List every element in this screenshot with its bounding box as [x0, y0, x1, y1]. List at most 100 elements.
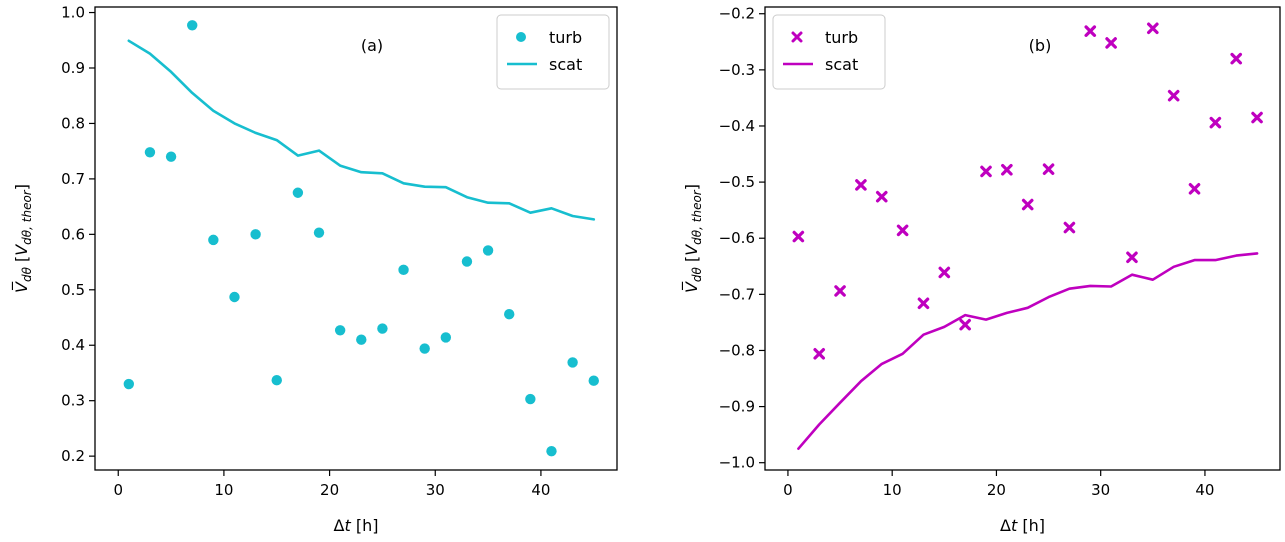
legend-entry-label: scat	[825, 55, 858, 74]
plot-frame	[94, 6, 618, 471]
y-tick-label: 0.5	[61, 281, 85, 299]
x-axis-label-var: t	[344, 516, 351, 535]
legend-box	[772, 14, 886, 90]
x-tick-label: 0	[783, 481, 793, 499]
data-point	[1167, 89, 1180, 102]
data-point	[123, 378, 135, 390]
data-point	[813, 348, 826, 360]
x-axis-label-delta: Δ	[1000, 516, 1011, 535]
data-point-stroke	[896, 224, 909, 237]
legend-entry-label: turb	[825, 28, 858, 47]
y-axis-label-part: [	[12, 256, 31, 267]
y-tick-label: −0.5	[719, 173, 755, 191]
data-point-stroke	[1105, 37, 1117, 49]
data-point	[165, 151, 177, 162]
y-axis-label-part: [	[682, 256, 701, 267]
x-tick-label: 20	[987, 481, 1006, 499]
x-axis-label: Δt [h]	[334, 516, 379, 535]
legend-box	[496, 14, 610, 90]
data-point	[1084, 25, 1097, 37]
chart-panel-a: 0 10 20 30 40 0.2 0.3 0.4 0.5 0.6 0.7 0.8 0.9 1.0 Δt […	[12, 4, 618, 535]
y-tick-label: −0.6	[719, 229, 755, 247]
y-axis-label-part: ]	[682, 184, 701, 190]
y-tick-label: 0.6	[61, 225, 85, 243]
y-tick-label: 0.2	[61, 447, 85, 465]
y-tick-label: −0.9	[719, 398, 755, 416]
data-point	[1251, 111, 1263, 124]
y-axis-label-part: V̅	[682, 281, 701, 293]
x-tick-label: 40	[1195, 481, 1214, 499]
data-point	[588, 375, 599, 386]
y-axis-label-part: dθ, theor	[20, 189, 34, 245]
data-point-stroke	[1021, 198, 1034, 211]
line-scat	[797, 252, 1259, 450]
data-point	[896, 224, 909, 237]
data-point-stroke	[959, 318, 971, 331]
data-point	[875, 190, 888, 203]
data-point-stroke	[1230, 52, 1243, 65]
data-point	[917, 297, 930, 310]
data-point	[187, 20, 198, 31]
y-tick-label: −0.8	[719, 341, 755, 359]
data-point	[440, 332, 452, 343]
data-point	[419, 343, 430, 354]
data-point-stroke	[855, 179, 867, 191]
series-scat	[797, 252, 1259, 450]
data-point-stroke	[834, 285, 846, 297]
data-point-stroke	[875, 190, 888, 203]
series-turb	[792, 22, 1263, 360]
data-point-stroke	[1147, 22, 1159, 35]
y-tick-label: 0.4	[61, 336, 85, 354]
data-point	[250, 229, 261, 240]
legend-marker-icon	[516, 32, 526, 42]
data-point	[855, 179, 867, 191]
legend: turb scat	[772, 14, 886, 90]
data-point	[1001, 163, 1013, 176]
y-tick-label: 0.3	[61, 392, 85, 410]
x-tick-label: 40	[531, 481, 550, 499]
data-point	[567, 357, 578, 368]
series-turb	[123, 20, 599, 457]
data-point-stroke	[1063, 221, 1076, 234]
y-tick-label: −1.0	[719, 454, 755, 472]
panel-label: (a)	[361, 36, 383, 55]
data-point-stroke	[813, 348, 826, 360]
y-axis-label-part: dθ	[690, 266, 704, 282]
x-tick-label: 10	[214, 481, 233, 499]
y-axis-label-part: V̅	[12, 281, 31, 293]
data-point	[461, 256, 473, 267]
y-tick-label: 0.8	[61, 114, 85, 132]
data-point	[959, 318, 971, 331]
y-tick-label: 0.9	[61, 59, 85, 77]
legend-entry-label: turb	[549, 28, 582, 47]
panel-label: (b)	[1029, 36, 1052, 55]
data-point-stroke	[917, 297, 930, 310]
data-point	[334, 325, 346, 336]
data-point	[292, 187, 304, 198]
y-axis-label-part: dθ	[20, 266, 34, 282]
data-point	[356, 334, 367, 345]
data-point	[938, 266, 951, 279]
data-point	[208, 234, 219, 246]
data-point	[1021, 198, 1034, 211]
data-point	[1063, 221, 1076, 234]
data-point	[144, 147, 156, 158]
data-point	[1209, 116, 1222, 129]
data-point	[1147, 22, 1159, 35]
series-scat	[127, 39, 596, 221]
y-axis-label-part: ]	[12, 184, 31, 190]
y-tick-label: 0.7	[61, 170, 85, 188]
y-axis-label: V̅dθ [Vdθ, theor]	[682, 184, 704, 293]
data-point-stroke	[1126, 251, 1138, 264]
y-tick-label: −0.3	[719, 61, 755, 79]
data-point-stroke	[1084, 25, 1097, 37]
data-point-stroke	[938, 266, 951, 279]
data-point	[792, 230, 805, 243]
data-point	[834, 285, 846, 297]
data-point-stroke	[1251, 111, 1263, 124]
x-tick-label: 0	[113, 481, 123, 499]
y-tick-label: 1.0	[61, 4, 85, 22]
data-point-stroke	[1188, 183, 1201, 195]
legend: turb scat	[496, 14, 610, 90]
